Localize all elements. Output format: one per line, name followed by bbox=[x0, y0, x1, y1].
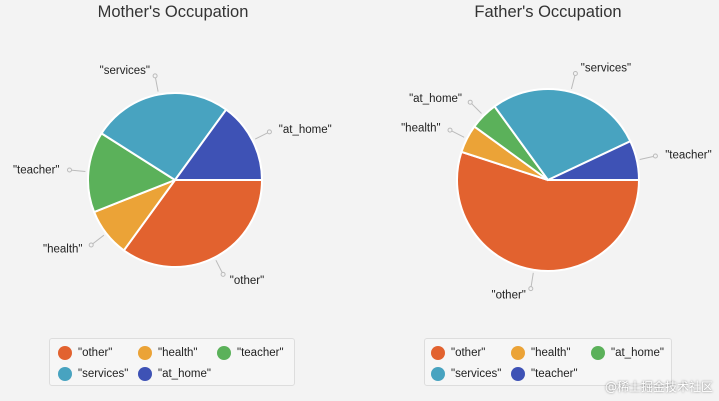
leader-line bbox=[570, 73, 576, 90]
legend-father: "other" "health" "at_home" "services" "t… bbox=[424, 338, 672, 386]
pie-slice[interactable] bbox=[100, 92, 228, 182]
legend-item[interactable]: "services" bbox=[431, 367, 501, 381]
legend-swatch bbox=[591, 346, 605, 360]
legend-label: "at_home" bbox=[158, 368, 211, 380]
legend-swatch bbox=[138, 367, 152, 381]
legend-swatch bbox=[431, 367, 445, 381]
slice-label: "services" bbox=[100, 65, 150, 77]
legend-item[interactable]: "teacher" bbox=[511, 367, 578, 381]
legend-label: "at_home" bbox=[611, 347, 664, 359]
leader-line bbox=[215, 259, 224, 275]
leader-dot bbox=[572, 71, 578, 76]
leader-line bbox=[449, 129, 465, 138]
pie-mother: "other" "health" "teacher" "services" "at_ho… bbox=[13, 65, 332, 287]
leader-line bbox=[90, 234, 105, 246]
pie-slice[interactable] bbox=[456, 150, 641, 272]
pie-slice[interactable] bbox=[547, 139, 641, 181]
legend-item[interactable]: "at_home" bbox=[591, 346, 664, 360]
watermark: @稀土掘金技术社区 bbox=[604, 380, 713, 394]
legend-swatch bbox=[511, 367, 525, 381]
legend-item[interactable]: "services" bbox=[58, 367, 128, 381]
slice-label: "health" bbox=[43, 244, 83, 256]
slice-label: "at_home" bbox=[409, 93, 462, 105]
leader-line bbox=[254, 131, 270, 140]
legend-item[interactable]: "other" bbox=[431, 346, 485, 360]
leader-line bbox=[639, 155, 656, 160]
legend-item[interactable]: "teacher" bbox=[217, 346, 284, 360]
leader-line bbox=[530, 272, 534, 289]
legend-label: "teacher" bbox=[531, 368, 578, 380]
legend-swatch bbox=[58, 346, 72, 360]
legend-item[interactable]: "health" bbox=[138, 346, 198, 360]
leader-line bbox=[154, 75, 159, 92]
legend-label: "other" bbox=[451, 347, 486, 359]
legend-item[interactable]: "other" bbox=[58, 346, 112, 360]
legend-label: "other" bbox=[78, 347, 113, 359]
leader-line bbox=[469, 101, 482, 114]
legend-label: "teacher" bbox=[237, 347, 284, 359]
legend-swatch bbox=[217, 346, 231, 360]
slice-label: "teacher" bbox=[13, 165, 60, 177]
legend-label: "health" bbox=[158, 347, 198, 359]
legend-swatch bbox=[138, 346, 152, 360]
legend-item[interactable]: "at_home" bbox=[138, 367, 211, 381]
chart-title: Mother's Occupation bbox=[98, 3, 249, 21]
leader-dot bbox=[652, 153, 658, 159]
legend-swatch bbox=[431, 346, 445, 360]
slice-label: "at_home" bbox=[279, 124, 332, 136]
legend-label: "services" bbox=[451, 368, 502, 380]
leader-dot bbox=[88, 242, 94, 248]
chart-title: Father's Occupation bbox=[474, 3, 621, 21]
leader-dot bbox=[467, 99, 473, 105]
pie-slice[interactable] bbox=[493, 88, 632, 182]
slice-label: "other" bbox=[230, 275, 264, 287]
leader-dot bbox=[152, 73, 158, 79]
leader-dot bbox=[67, 167, 72, 173]
legend-item[interactable]: "health" bbox=[511, 346, 571, 360]
leader-dot bbox=[447, 127, 453, 133]
slice-label: "health" bbox=[401, 122, 441, 134]
leader-dot bbox=[266, 129, 272, 135]
pie-father: "other" "health" "at_home" "services" "teach… bbox=[401, 63, 712, 302]
slice-label: "services" bbox=[581, 63, 631, 75]
slice-label: "teacher" bbox=[665, 150, 712, 162]
legend-label: "health" bbox=[531, 347, 571, 359]
slice-label: "other" bbox=[492, 290, 526, 302]
pie-slice[interactable] bbox=[173, 108, 264, 181]
leader-line bbox=[69, 169, 86, 172]
leader-dot bbox=[220, 271, 226, 277]
legend-swatch bbox=[58, 367, 72, 381]
leader-dot bbox=[528, 286, 534, 292]
pie-slice[interactable] bbox=[122, 179, 264, 268]
legend-label: "services" bbox=[78, 368, 129, 380]
legend-swatch bbox=[511, 346, 525, 360]
legend-mother: "other" "health" "teacher" "services" "a… bbox=[49, 338, 295, 386]
pie-slice[interactable] bbox=[87, 131, 178, 214]
